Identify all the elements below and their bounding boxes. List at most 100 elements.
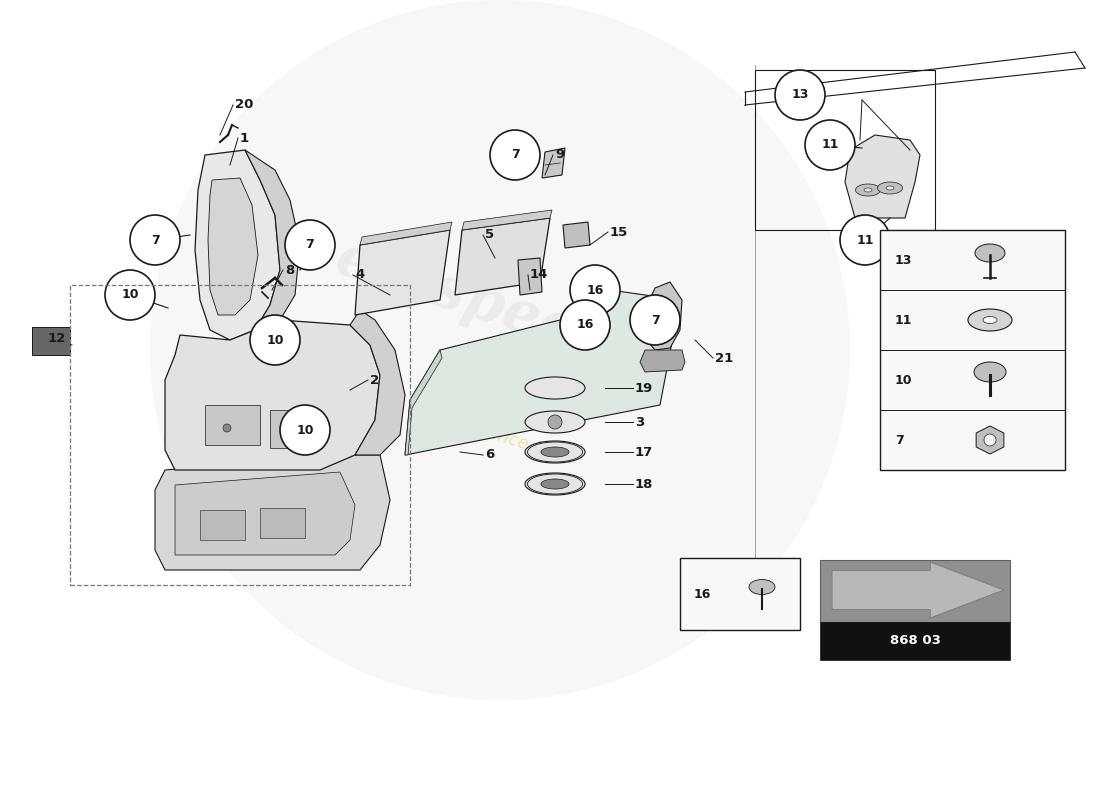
Ellipse shape: [525, 411, 585, 433]
Text: 9: 9: [556, 149, 564, 162]
Circle shape: [560, 300, 610, 350]
Polygon shape: [645, 282, 682, 350]
Text: euispecs: euispecs: [328, 230, 613, 370]
Ellipse shape: [974, 362, 1006, 382]
Text: 16: 16: [576, 318, 594, 331]
Polygon shape: [245, 150, 300, 330]
Text: a passion for parts since 1985: a passion for parts since 1985: [322, 371, 578, 469]
Text: 7: 7: [510, 149, 519, 162]
Text: 1: 1: [240, 131, 249, 145]
Text: 10: 10: [895, 374, 913, 386]
Polygon shape: [175, 472, 355, 555]
Circle shape: [223, 424, 231, 432]
Circle shape: [570, 265, 620, 315]
Ellipse shape: [525, 473, 585, 495]
Bar: [820, 622, 1010, 660]
Circle shape: [548, 415, 562, 429]
Bar: [880, 230, 1065, 470]
Circle shape: [776, 70, 825, 120]
Bar: [32, 327, 70, 355]
Polygon shape: [195, 150, 280, 340]
Bar: [820, 560, 1010, 622]
Polygon shape: [165, 320, 380, 470]
Text: 13: 13: [895, 254, 912, 266]
Polygon shape: [832, 562, 1004, 618]
Text: 12: 12: [48, 331, 66, 345]
Circle shape: [150, 0, 850, 700]
Text: 20: 20: [235, 98, 253, 111]
Text: 868 03: 868 03: [890, 634, 940, 647]
Text: 21: 21: [715, 351, 734, 365]
Circle shape: [984, 434, 996, 446]
Text: 4: 4: [355, 269, 364, 282]
Polygon shape: [155, 455, 390, 570]
Ellipse shape: [886, 186, 894, 190]
Circle shape: [285, 220, 336, 270]
Ellipse shape: [525, 377, 585, 399]
Text: 16: 16: [586, 283, 604, 297]
Ellipse shape: [864, 188, 872, 192]
Polygon shape: [405, 290, 680, 455]
Text: 7: 7: [895, 434, 904, 446]
Text: 11: 11: [822, 138, 839, 151]
Circle shape: [280, 405, 330, 455]
Polygon shape: [208, 178, 258, 315]
Text: 7: 7: [650, 314, 659, 326]
Polygon shape: [462, 210, 552, 230]
Polygon shape: [355, 230, 450, 315]
Polygon shape: [350, 310, 405, 455]
Ellipse shape: [975, 244, 1005, 262]
Circle shape: [250, 315, 300, 365]
Circle shape: [490, 130, 540, 180]
Text: 11: 11: [895, 314, 913, 326]
Text: 3: 3: [635, 415, 645, 429]
Polygon shape: [455, 218, 550, 295]
Bar: [200, 510, 245, 540]
Polygon shape: [976, 426, 1004, 454]
Bar: [260, 508, 305, 538]
Bar: [680, 558, 800, 630]
Text: 6: 6: [485, 449, 494, 462]
Ellipse shape: [856, 184, 880, 196]
Text: 5: 5: [485, 229, 494, 242]
Bar: [205, 405, 260, 445]
Ellipse shape: [749, 579, 775, 594]
Text: 16: 16: [694, 587, 712, 601]
Circle shape: [840, 215, 890, 265]
Polygon shape: [563, 222, 590, 248]
Circle shape: [289, 427, 297, 435]
Bar: [70, 285, 410, 585]
Text: 15: 15: [610, 226, 628, 238]
Text: 10: 10: [296, 423, 314, 437]
Text: 2: 2: [370, 374, 379, 386]
Text: 8: 8: [285, 263, 295, 277]
Ellipse shape: [878, 182, 902, 194]
Text: 10: 10: [266, 334, 284, 346]
Ellipse shape: [541, 479, 569, 489]
Bar: [755, 70, 935, 230]
Circle shape: [805, 120, 855, 170]
Polygon shape: [640, 350, 685, 372]
Text: 11: 11: [856, 234, 873, 246]
Polygon shape: [845, 135, 920, 218]
Ellipse shape: [525, 441, 585, 463]
Polygon shape: [518, 258, 542, 295]
Circle shape: [630, 295, 680, 345]
Text: 17: 17: [635, 446, 653, 458]
Text: 7: 7: [306, 238, 315, 251]
Circle shape: [104, 270, 155, 320]
Text: 13: 13: [791, 89, 808, 102]
Text: 10: 10: [121, 289, 139, 302]
Text: 18: 18: [635, 478, 653, 490]
Circle shape: [130, 215, 180, 265]
Polygon shape: [542, 148, 565, 178]
Ellipse shape: [541, 447, 569, 457]
Polygon shape: [405, 350, 442, 455]
Bar: [270, 410, 320, 448]
Ellipse shape: [983, 317, 997, 323]
Polygon shape: [360, 222, 452, 245]
Text: 19: 19: [635, 382, 653, 394]
Text: 7: 7: [151, 234, 160, 246]
Ellipse shape: [968, 309, 1012, 331]
Text: 14: 14: [530, 269, 549, 282]
